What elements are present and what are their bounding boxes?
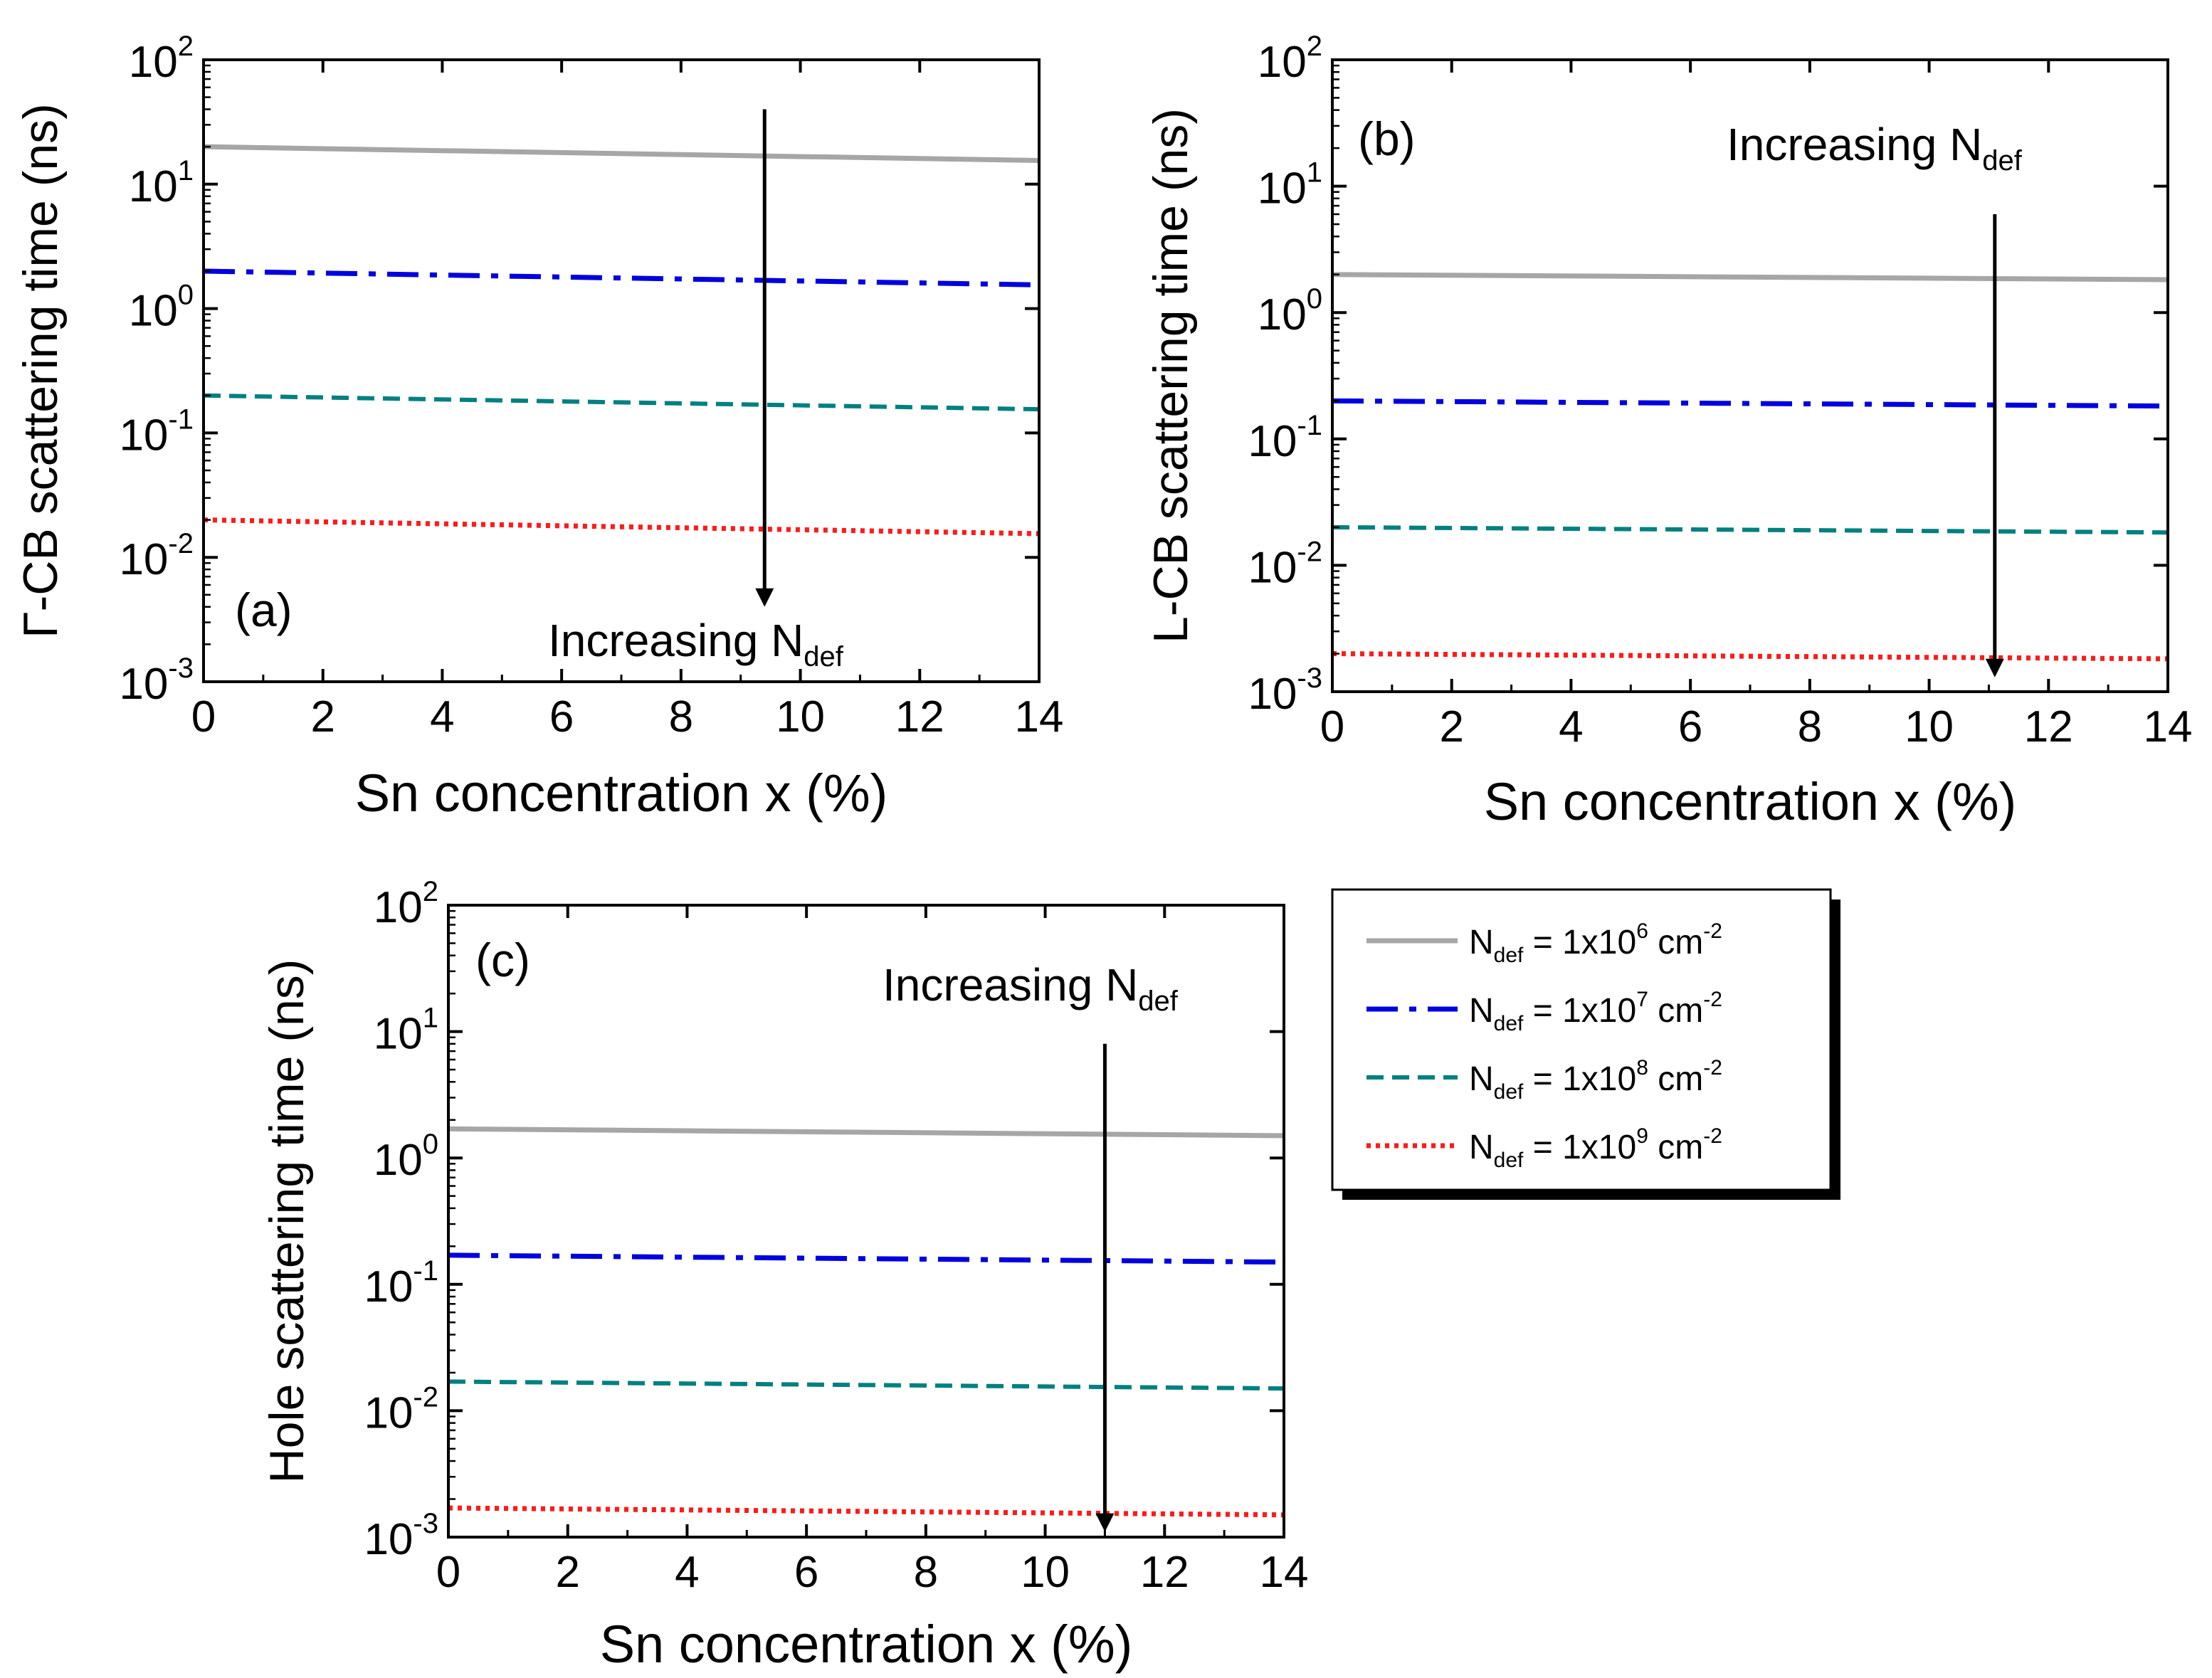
y-tick-label: 101 [129, 155, 194, 211]
series-line-1 [203, 144, 1040, 164]
y-tick-label: 10-2 [119, 528, 194, 584]
x-axis-label: Sn concentration x (%) [1484, 772, 2017, 831]
annotation-arrowhead [1985, 658, 2004, 677]
chart-panel-b: 0 2 4 6 8 10 12 14 10-3 10-2 10-1 100 101 102 Sn conce… [1144, 31, 2192, 831]
legend-entry: Ndef = 1x107 cm-2 [1469, 988, 1722, 1035]
y-axis-label: Hole scattering time (ns) [260, 959, 314, 1484]
chart-panel-a: 0 2 4 6 8 10 12 14 10-3 10-2 10-1 100 101 102 Sn conce… [14, 31, 1063, 823]
x-tick-label: 14 [2144, 702, 2193, 751]
chart-panel-c: 0 2 4 6 8 10 12 14 10-3 10-2 10-1 100 101 102 Sn conce… [260, 876, 1308, 1674]
y-axis-label: Γ-CB scattering time (ns) [14, 103, 68, 638]
y-tick-label: 10-1 [119, 403, 194, 460]
x-axis-label: Sn concentration x (%) [600, 1615, 1133, 1674]
legend-entry: Ndef = 1x106 cm-2 [1469, 919, 1722, 967]
series-line-4 [448, 1505, 1285, 1518]
x-tick-label: 0 [436, 1548, 460, 1597]
x-tick-label: 12 [1140, 1548, 1189, 1597]
x-tick-label: 2 [310, 692, 335, 742]
x-tick-label: 6 [1678, 702, 1702, 751]
x-tick-label: 10 [776, 692, 825, 742]
y-tick-label: 102 [1258, 31, 1322, 87]
x-tick-label: 14 [1260, 1548, 1309, 1597]
panel-label: (c) [475, 934, 530, 986]
series-line-4 [203, 517, 1040, 537]
legend: Ndef = 1x106 cm-2 Ndef = 1x107 cm-2 Ndef =… [1331, 888, 1840, 1200]
series-line-2 [203, 268, 1040, 287]
series-line-3 [448, 1379, 1285, 1391]
annotation-label: Increasing Ndef [883, 959, 1179, 1017]
legend-entry: Ndef = 1x108 cm-2 [1469, 1056, 1722, 1104]
series-line-1 [1332, 272, 2169, 283]
y-tick-label: 100 [374, 1129, 438, 1185]
series-line-3 [203, 393, 1040, 412]
x-tick-label: 12 [2024, 702, 2073, 751]
annotation-label: Increasing Ndef [548, 615, 844, 672]
y-tick-label: 10-1 [364, 1255, 438, 1312]
annotation-label: Increasing Ndef [1727, 119, 2023, 176]
y-tick-label: 10-3 [1248, 663, 1322, 719]
y-tick-label: 101 [374, 1003, 438, 1059]
x-tick-label: 4 [430, 692, 454, 742]
series-line-2 [1332, 398, 2169, 409]
legend-entry: Ndef = 1x109 cm-2 [1469, 1124, 1722, 1172]
x-tick-label: 0 [191, 692, 216, 742]
x-tick-label: 10 [1021, 1548, 1070, 1597]
y-tick-label: 102 [129, 31, 194, 87]
x-tick-label: 0 [1320, 702, 1344, 751]
x-tick-label: 4 [1559, 702, 1583, 751]
annotation-arrowhead [1095, 1513, 1115, 1532]
x-tick-label: 4 [675, 1548, 699, 1597]
x-tick-label: 8 [914, 1548, 938, 1597]
series-line-2 [448, 1252, 1285, 1265]
y-tick-label: 100 [1258, 283, 1322, 339]
y-tick-label: 10-1 [1248, 410, 1322, 466]
series-line-3 [1332, 524, 2169, 535]
x-tick-label: 10 [1905, 702, 1954, 751]
series-line-1 [448, 1126, 1285, 1139]
panel-label: (b) [1358, 112, 1416, 165]
x-tick-label: 6 [549, 692, 574, 742]
x-tick-label: 8 [1798, 702, 1822, 751]
x-tick-label: 14 [1015, 692, 1064, 742]
y-tick-label: 102 [374, 876, 438, 932]
x-axis-label: Sn concentration x (%) [355, 764, 888, 823]
y-tick-label: 10-2 [1248, 536, 1322, 592]
y-axis-label: L-CB scattering time (ns) [1144, 108, 1198, 643]
x-tick-label: 8 [669, 692, 693, 742]
x-tick-label: 6 [794, 1548, 818, 1597]
annotation-arrowhead [755, 588, 774, 607]
x-tick-label: 2 [555, 1548, 579, 1597]
x-tick-label: 2 [1439, 702, 1463, 751]
x-tick-label: 12 [895, 692, 944, 742]
y-tick-label: 10-2 [364, 1381, 438, 1437]
panel-label: (a) [235, 584, 293, 636]
y-tick-label: 101 [1258, 157, 1322, 213]
y-tick-label: 10-3 [364, 1508, 438, 1564]
series-line-4 [1332, 651, 2169, 662]
y-tick-label: 10-3 [119, 653, 194, 709]
y-tick-label: 100 [129, 280, 194, 336]
